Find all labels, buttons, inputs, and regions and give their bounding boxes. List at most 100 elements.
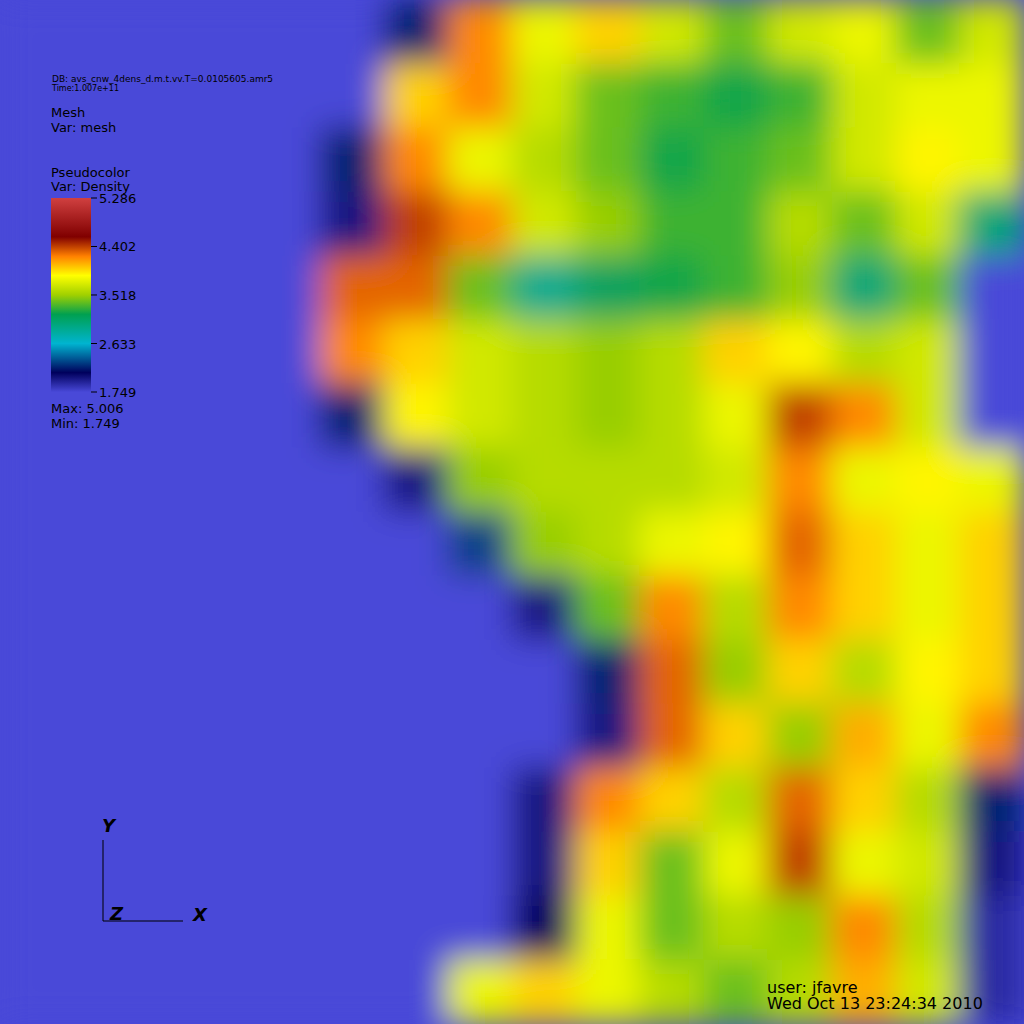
label: X [192, 904, 208, 925]
cell [512, 960, 577, 1024]
cell [320, 384, 385, 449]
cell [512, 640, 577, 705]
cell [832, 192, 897, 257]
cell [128, 768, 193, 833]
label: Max: 5.006 [51, 401, 124, 416]
cell [128, 384, 193, 449]
cell [384, 256, 449, 321]
cell [320, 320, 385, 385]
cell [320, 576, 385, 641]
cell [384, 832, 449, 897]
cell [896, 320, 961, 385]
cell [448, 0, 513, 65]
cell [640, 704, 705, 769]
cell [384, 768, 449, 833]
cell [704, 448, 769, 513]
tick [91, 294, 97, 295]
cell [832, 640, 897, 705]
cell [448, 128, 513, 193]
cell [192, 768, 257, 833]
cell [128, 640, 193, 705]
cell [128, 448, 193, 513]
cell [896, 256, 961, 321]
cell [64, 768, 129, 833]
cell [768, 0, 833, 65]
label: Time:1.007e+11 [51, 84, 119, 93]
cell [896, 896, 961, 961]
tick [91, 392, 97, 393]
cell [512, 64, 577, 129]
cell [768, 576, 833, 641]
cell [704, 192, 769, 257]
cell [64, 576, 129, 641]
cell [960, 192, 1024, 257]
cell [704, 768, 769, 833]
cell [576, 768, 641, 833]
cell [704, 0, 769, 65]
tick [91, 343, 97, 344]
cell [576, 384, 641, 449]
cell [0, 704, 65, 769]
cell [0, 448, 65, 513]
cell [64, 896, 129, 961]
cell [960, 128, 1024, 193]
cell [512, 576, 577, 641]
cell [512, 0, 577, 65]
cell [448, 448, 513, 513]
cell [896, 192, 961, 257]
cell [704, 512, 769, 577]
cell [704, 640, 769, 705]
cell [0, 640, 65, 705]
cell [832, 64, 897, 129]
cell [448, 64, 513, 129]
field-clip [0, 0, 1024, 1024]
cell [320, 0, 385, 65]
cell [640, 256, 705, 321]
cell [192, 896, 257, 961]
cell [192, 960, 257, 1024]
cell [320, 64, 385, 129]
cell [512, 832, 577, 897]
colorbar [51, 198, 91, 392]
cell [640, 64, 705, 129]
cell [896, 0, 961, 65]
cell [384, 512, 449, 577]
cell [640, 832, 705, 897]
cell [896, 384, 961, 449]
cell [384, 64, 449, 129]
cell [448, 320, 513, 385]
cell [640, 128, 705, 193]
cell [768, 192, 833, 257]
cell [896, 64, 961, 129]
cell [512, 704, 577, 769]
cell [960, 256, 1024, 321]
tick [91, 198, 97, 199]
cell [896, 512, 961, 577]
cell [64, 832, 129, 897]
cell [128, 896, 193, 961]
cell [320, 960, 385, 1024]
cell [128, 128, 193, 193]
cell [768, 448, 833, 513]
cell [320, 896, 385, 961]
cell [448, 832, 513, 897]
label: 5.286 [99, 191, 136, 206]
cell [64, 704, 129, 769]
cell [960, 960, 1024, 1024]
label: DB: avs_cnw_4dens_d.m.t.vv.T=0.0105605.a… [52, 74, 273, 84]
cell [512, 256, 577, 321]
cell [960, 0, 1024, 65]
cell [64, 0, 129, 65]
cell [768, 512, 833, 577]
cell [576, 960, 641, 1024]
cell [320, 640, 385, 705]
cell [0, 896, 65, 961]
label: 2.633 [99, 337, 136, 352]
cell [960, 576, 1024, 641]
cell [320, 448, 385, 513]
cell [640, 320, 705, 385]
cell [320, 832, 385, 897]
cell [384, 896, 449, 961]
cell [512, 384, 577, 449]
cell [384, 320, 449, 385]
